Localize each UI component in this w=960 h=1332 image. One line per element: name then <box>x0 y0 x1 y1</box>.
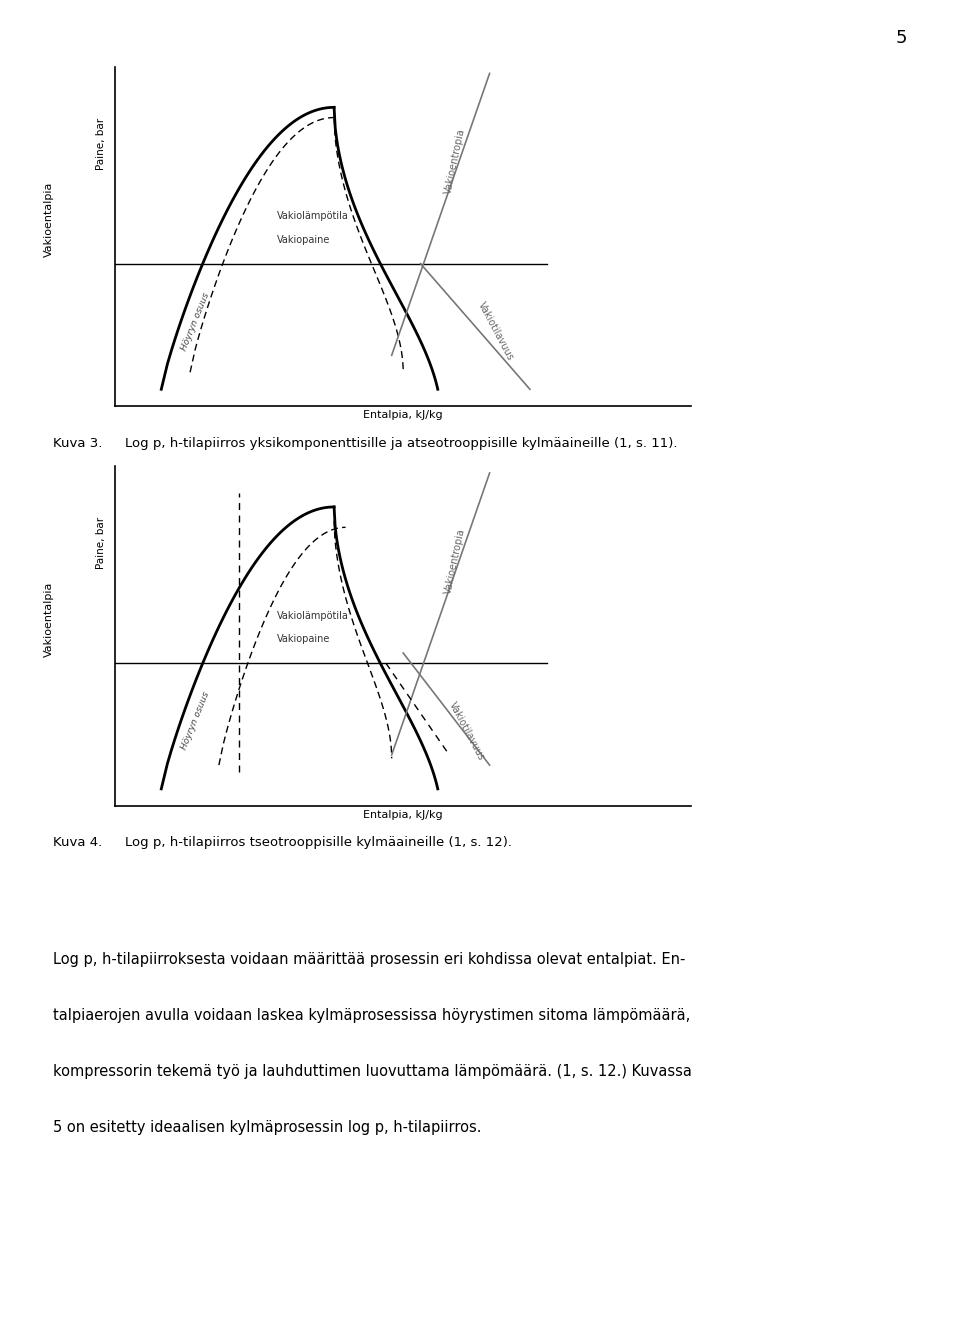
Text: Kuva 4.: Kuva 4. <box>53 836 102 850</box>
Text: kompressorin tekemä työ ja lauhduttimen luovuttama lämpömäärä. (1, s. 12.) Kuvas: kompressorin tekemä työ ja lauhduttimen … <box>53 1064 691 1079</box>
Text: Log p, h-tilapiirroksesta voidaan määrittää prosessin eri kohdissa olevat entalp: Log p, h-tilapiirroksesta voidaan määrit… <box>53 952 685 967</box>
Text: Vakiopaine: Vakiopaine <box>276 634 330 645</box>
Text: Log p, h-tilapiirros tseotrooppisille kylmäaineille (1, s. 12).: Log p, h-tilapiirros tseotrooppisille ky… <box>125 836 512 850</box>
Text: 5: 5 <box>896 29 907 48</box>
Text: 5 on esitetty ideaalisen kylmäprosessin log p, h-tilapiirros.: 5 on esitetty ideaalisen kylmäprosessin … <box>53 1120 481 1135</box>
Text: Kuva 3.: Kuva 3. <box>53 437 102 450</box>
Text: Vakiolämpötila: Vakiolämpötila <box>276 610 348 621</box>
Text: Höyryn osuus: Höyryn osuus <box>180 290 211 352</box>
Text: Paine, bar: Paine, bar <box>96 117 106 169</box>
Text: Vakiotilavuus: Vakiotilavuus <box>447 701 486 762</box>
Text: Höyryn osuus: Höyryn osuus <box>180 690 211 751</box>
Text: Log p, h-tilapiirros yksikomponenttisille ja atseotrooppisille kylmäaineille (1,: Log p, h-tilapiirros yksikomponenttisill… <box>125 437 678 450</box>
Text: talpiaerojen avulla voidaan laskea kylmäprosessissa höyrystimen sitoma lämpömäär: talpiaerojen avulla voidaan laskea kylmä… <box>53 1008 690 1023</box>
Text: Vakiopaine: Vakiopaine <box>276 234 330 245</box>
X-axis label: Entalpia, kJ/kg: Entalpia, kJ/kg <box>364 410 443 421</box>
Text: Vakiolämpötila: Vakiolämpötila <box>276 210 348 221</box>
X-axis label: Entalpia, kJ/kg: Entalpia, kJ/kg <box>364 810 443 821</box>
Text: Paine, bar: Paine, bar <box>96 517 106 569</box>
Text: Vakioentalpia: Vakioentalpia <box>44 581 54 657</box>
Text: Vakioentalpia: Vakioentalpia <box>44 181 54 257</box>
Text: Vakioentropia: Vakioentropia <box>444 128 467 196</box>
Text: Vakiotilavuus: Vakiotilavuus <box>476 301 515 362</box>
Text: Vakioentropia: Vakioentropia <box>444 527 467 595</box>
